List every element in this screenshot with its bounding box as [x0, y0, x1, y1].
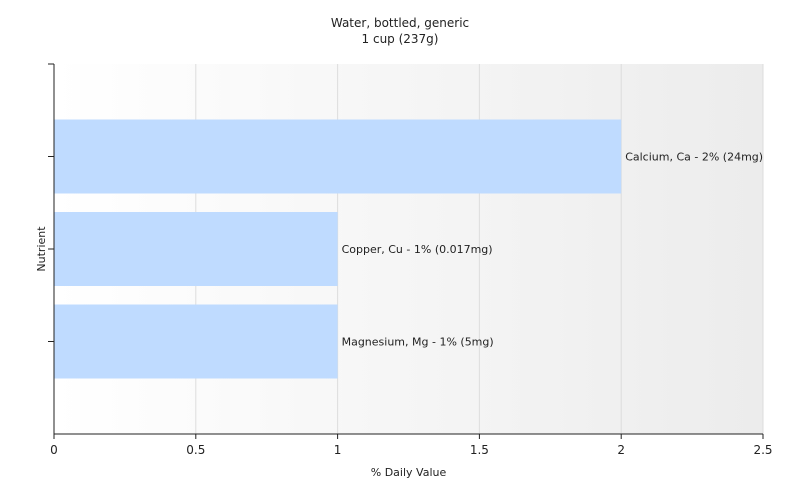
- x-tick-label: 0: [50, 443, 58, 457]
- bar: [54, 304, 338, 379]
- x-tick-label: 1: [334, 443, 342, 457]
- chart-subtitle: 1 cup (237g): [361, 32, 439, 46]
- bar-label: Magnesium, Mg - 1% (5mg): [342, 336, 494, 349]
- x-tick-label: 0.5: [186, 443, 205, 457]
- x-tick-label: 2.5: [753, 443, 772, 457]
- y-axis-title: Nutrient: [35, 226, 48, 272]
- bar: [54, 212, 338, 286]
- x-tick-label: 1.5: [470, 443, 489, 457]
- x-tick-label: 2: [617, 443, 625, 457]
- bar-label: Calcium, Ca - 2% (24mg): [625, 151, 763, 164]
- chart-title: Water, bottled, generic: [330, 16, 470, 30]
- x-axis-title: % Daily Value: [371, 466, 447, 479]
- bar: [54, 119, 622, 194]
- bar-label: Copper, Cu - 1% (0.017mg): [342, 243, 493, 256]
